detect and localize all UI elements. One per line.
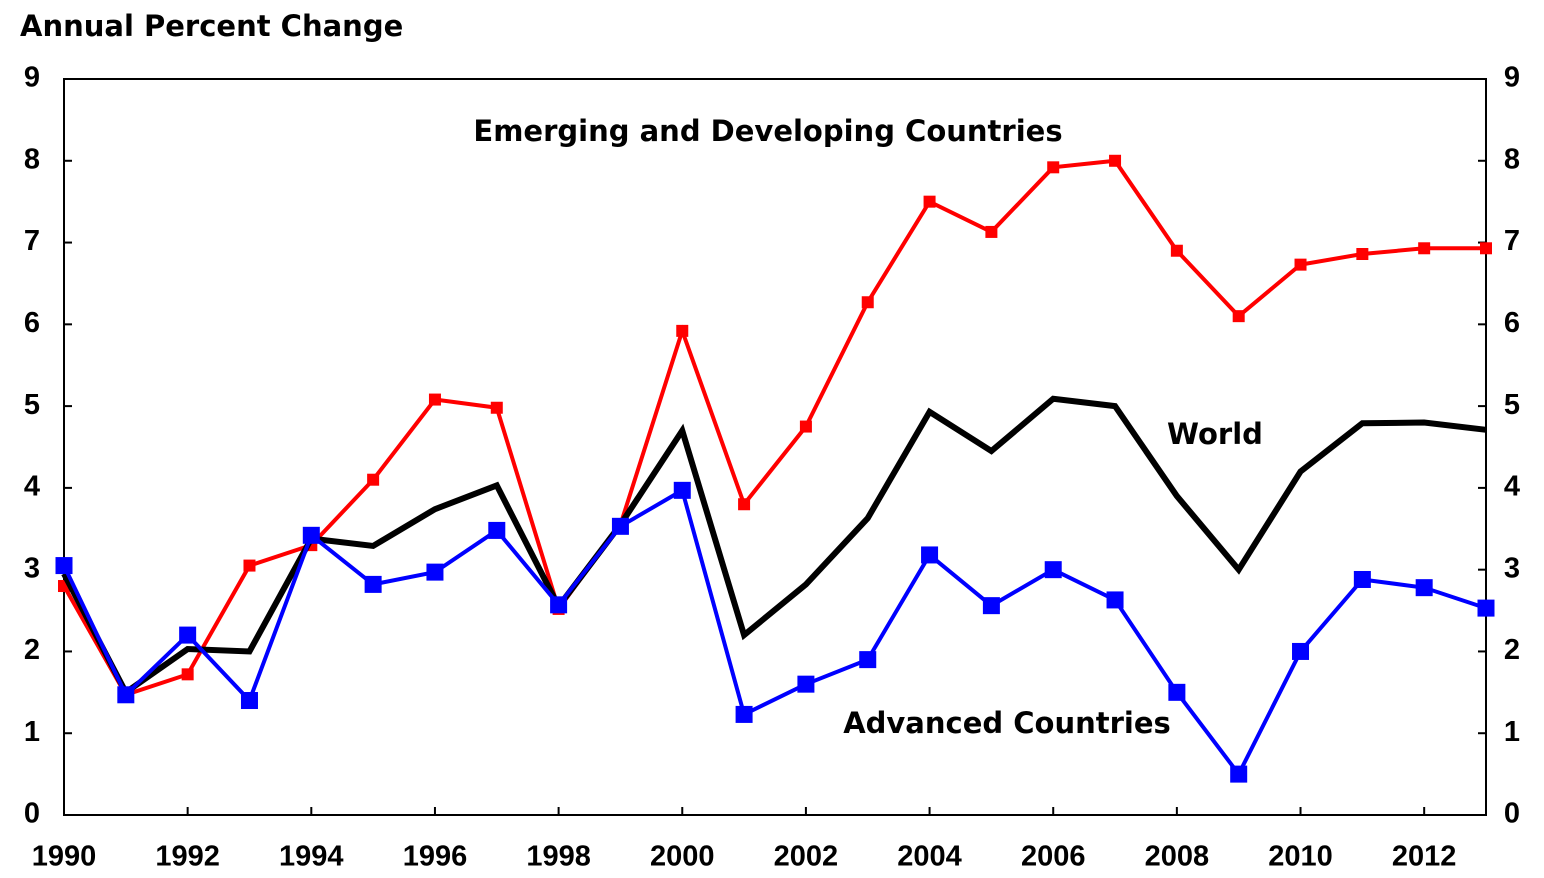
series-line: [62, 158, 1486, 698]
series-label: Emerging and Developing Countries: [473, 114, 1062, 148]
marker: [428, 393, 441, 406]
marker: [181, 668, 194, 681]
y-tick-label: 0: [24, 798, 40, 830]
marker: [490, 401, 503, 414]
y2-tick-label: 1: [1504, 716, 1520, 748]
y2-tick-label: 8: [1504, 143, 1520, 175]
marker: [1044, 561, 1062, 579]
marker: [735, 705, 753, 723]
marker: [240, 692, 258, 710]
marker: [611, 517, 629, 535]
x-tick-label: 2006: [1021, 841, 1086, 873]
marker: [1230, 765, 1248, 783]
marker: [1477, 599, 1495, 617]
x-tick-label: 1994: [279, 841, 344, 873]
marker: [985, 225, 998, 238]
marker: [179, 626, 197, 644]
marker: [1047, 161, 1060, 174]
marker: [302, 526, 320, 544]
x-tick-label: 2004: [897, 841, 962, 873]
x-tick-label: 2012: [1392, 841, 1457, 873]
marker: [799, 420, 812, 433]
marker: [982, 597, 1000, 615]
marker: [921, 546, 939, 564]
x-tick-label: 1996: [403, 841, 468, 873]
y-tick-label: 7: [24, 225, 40, 257]
marker: [738, 498, 751, 511]
x-tick-label: 2000: [650, 841, 715, 873]
marker: [367, 473, 380, 486]
marker: [426, 563, 444, 581]
series-line: [61, 395, 1487, 697]
x-tick-label: 2002: [774, 841, 839, 873]
y2-tick-label: 3: [1504, 552, 1520, 584]
marker: [488, 521, 506, 539]
y-tick-label: 3: [24, 552, 40, 584]
marker: [1415, 579, 1433, 597]
x-tick-label: 1990: [32, 841, 97, 873]
marker: [243, 559, 256, 572]
marker: [1292, 642, 1310, 660]
marker: [1232, 310, 1245, 323]
y2-tick-label: 4: [1504, 471, 1520, 503]
y2-tick-label: 6: [1504, 307, 1520, 339]
marker: [1480, 242, 1492, 255]
y-axis-label: Annual Percent Change: [20, 9, 403, 43]
marker: [1353, 570, 1371, 588]
series-label: Advanced Countries: [843, 706, 1171, 740]
marker: [1106, 591, 1124, 609]
y-tick-label: 4: [24, 471, 40, 503]
x-tick-label: 2010: [1268, 841, 1333, 873]
marker: [117, 686, 135, 704]
marker: [797, 675, 815, 693]
marker: [1170, 244, 1183, 257]
marker: [1356, 248, 1369, 261]
marker: [1168, 683, 1186, 701]
x-tick-label: 1992: [155, 841, 220, 873]
y2-tick-label: 0: [1504, 798, 1520, 830]
y-tick-label: 6: [24, 307, 40, 339]
marker: [1294, 258, 1307, 271]
x-tick-label: 1998: [526, 841, 591, 873]
y-tick-label: 1: [24, 716, 40, 748]
y-tick-label: 8: [24, 143, 40, 175]
y2-tick-label: 2: [1504, 634, 1520, 666]
y-tick-label: 9: [24, 62, 40, 94]
marker: [673, 481, 691, 499]
marker: [923, 195, 936, 208]
marker: [55, 557, 73, 575]
marker: [676, 324, 689, 337]
y2-tick-label: 5: [1504, 389, 1520, 421]
y-tick-label: 5: [24, 389, 40, 421]
marker: [550, 596, 568, 614]
y2-tick-label: 9: [1504, 62, 1520, 94]
marker: [861, 296, 874, 309]
x-tick-label: 2008: [1145, 841, 1210, 873]
y-tick-label: 2: [24, 634, 40, 666]
series-label: World: [1167, 417, 1263, 451]
plot-frame: [63, 78, 1487, 816]
y2-tick-label: 7: [1504, 225, 1520, 257]
marker: [364, 575, 382, 593]
marker: [859, 651, 877, 669]
marker: [1418, 242, 1431, 255]
series-line: [62, 487, 1487, 778]
marker: [1109, 154, 1122, 167]
